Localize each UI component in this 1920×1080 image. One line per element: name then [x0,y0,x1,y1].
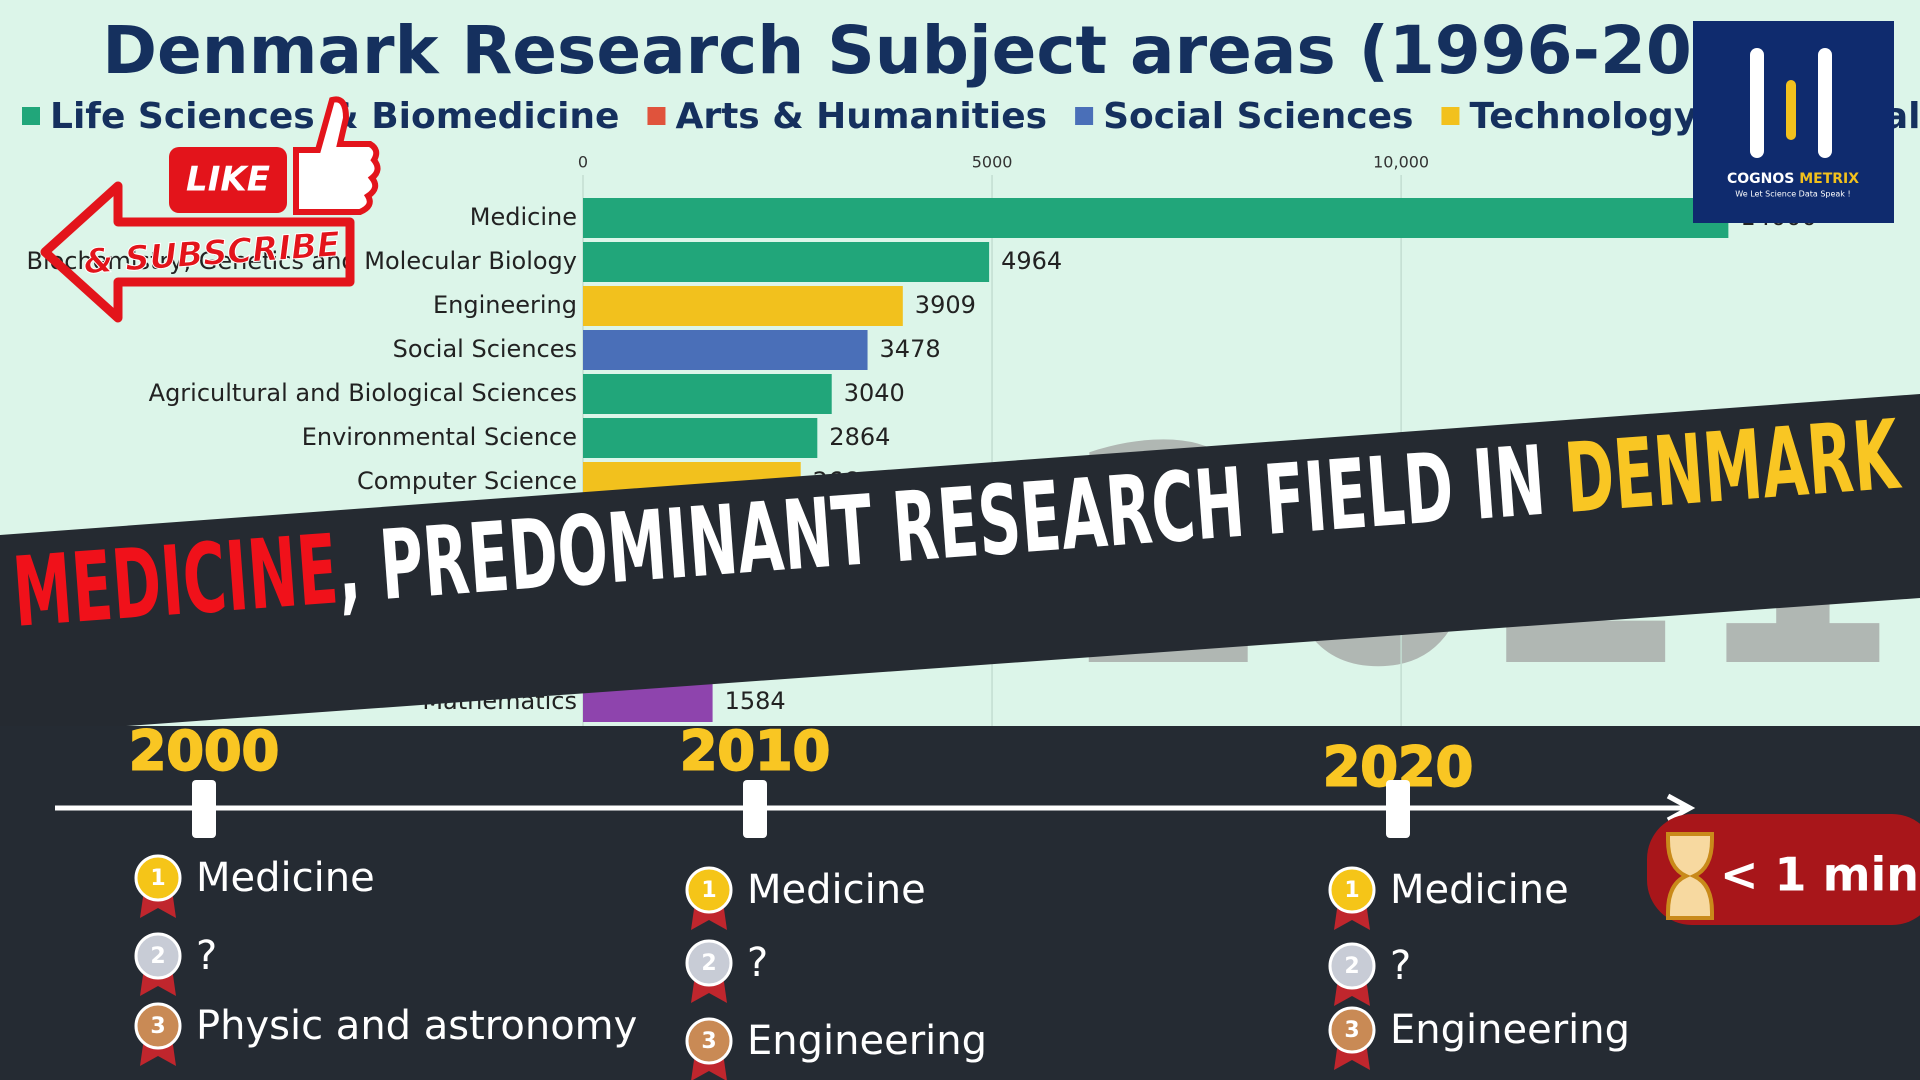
value-label: 3478 [880,335,941,363]
medal-number: 1 [1344,878,1359,903]
timeline-marker [743,780,767,838]
rank-label: Medicine [747,867,926,913]
legend-swatch [647,107,666,125]
timeline-marker [192,780,216,838]
duration: < 1 min [1720,848,1919,902]
medal-number: 3 [1344,1018,1359,1043]
duration-box [1647,814,1920,925]
banner-highlight: MEDICINE [9,514,341,650]
like-box [169,147,287,213]
logo-tagline: We Let Science Data Speak ! [1735,190,1850,199]
legend-label: Arts & Humanities [675,96,1047,137]
like-text: LIKE [186,160,270,200]
medal-number: 3 [150,1014,165,1039]
medal-number: 1 [150,866,165,891]
rank-label: Engineering [1390,1007,1630,1053]
timeline-year: 2010 [680,720,830,783]
y-tick-label: Agricultural and Biological Sciences [149,379,577,407]
timeline-marker [1386,780,1410,838]
legend-swatch [1075,107,1094,125]
legend-swatch [22,107,40,125]
medal [1328,942,1376,990]
y-tick-label: Environmental Science [302,423,577,451]
banner-band [0,394,1920,735]
logo-name: COGNOS METRIX [1727,171,1859,187]
bar [583,418,818,458]
logo-name-b: METRIX [1799,171,1859,187]
medal [685,866,733,914]
medal [1328,1006,1376,1054]
medal-number: 2 [701,951,716,976]
rank-label: ? [1390,943,1411,989]
medal [1328,866,1376,914]
legend-label: Social Sciences [1103,96,1413,137]
x-tick-label: 10,000 [1373,153,1429,172]
legend-label: Technology [1469,96,1697,137]
timeline-panel: < 1 min 2000 1 Medicine 2 ? 3 Physic and astro… [0,719,1920,1080]
value-label: 4964 [1001,247,1062,275]
bar [583,242,990,282]
y-tick-label: Engineering [433,291,577,319]
timeline-year: 2000 [129,720,279,783]
logo: COGNOS METRIX We Let Science Data Speak … [1693,21,1894,223]
medal [134,1002,182,1050]
thumbs-up [293,96,381,215]
chart-title: Denmark Research Subject areas (1996-202… [102,12,1814,89]
logo-bar [1818,48,1832,158]
medal [685,939,733,987]
medal [134,932,182,980]
medal-number: 3 [701,1029,716,1054]
legend-swatch [1441,107,1460,125]
hourglass [1666,832,1714,920]
logo-name-a: COGNOS [1727,171,1794,187]
x-tick-label: 0 [578,153,588,172]
bar [583,330,868,370]
logo-bar [1750,48,1764,158]
value-label: 3909 [915,291,976,319]
rank-label: Medicine [196,855,375,901]
timeline-arrow [1666,793,1696,823]
value-label: 2864 [829,423,890,451]
rank-label: Medicine [1390,867,1569,913]
subscribe-badge: LIKE & SUBSCRIBE [40,96,381,323]
panel [0,726,1920,1080]
rank-label: ? [747,940,768,986]
bar [583,374,832,414]
y-tick-label: Medicine [470,203,577,231]
y-tick-label: Biochemistry, Genetics and Molecular Bio… [26,247,577,275]
bar [583,286,903,326]
value-label: 1584 [725,687,786,715]
rank-label: Engineering [747,1018,987,1064]
timeline-year: 2020 [1323,736,1473,799]
banner-country: DENMARK [1561,399,1905,535]
y-tick-label: Social Sciences [393,335,577,363]
bar [583,198,1729,238]
medal-number: 1 [701,878,716,903]
medal-number: 2 [1344,954,1359,979]
rank-label: Physic and astronomy [196,1003,637,1049]
x-tick-label: 5000 [972,153,1013,172]
rank-label: ? [196,933,217,979]
medal-number: 2 [150,944,165,969]
value-label: 3040 [844,379,905,407]
medal [685,1017,733,1065]
y-tick-label: Computer Science [357,467,577,495]
medal [134,854,182,902]
arrow [40,181,355,323]
logo-bar [1786,80,1796,140]
